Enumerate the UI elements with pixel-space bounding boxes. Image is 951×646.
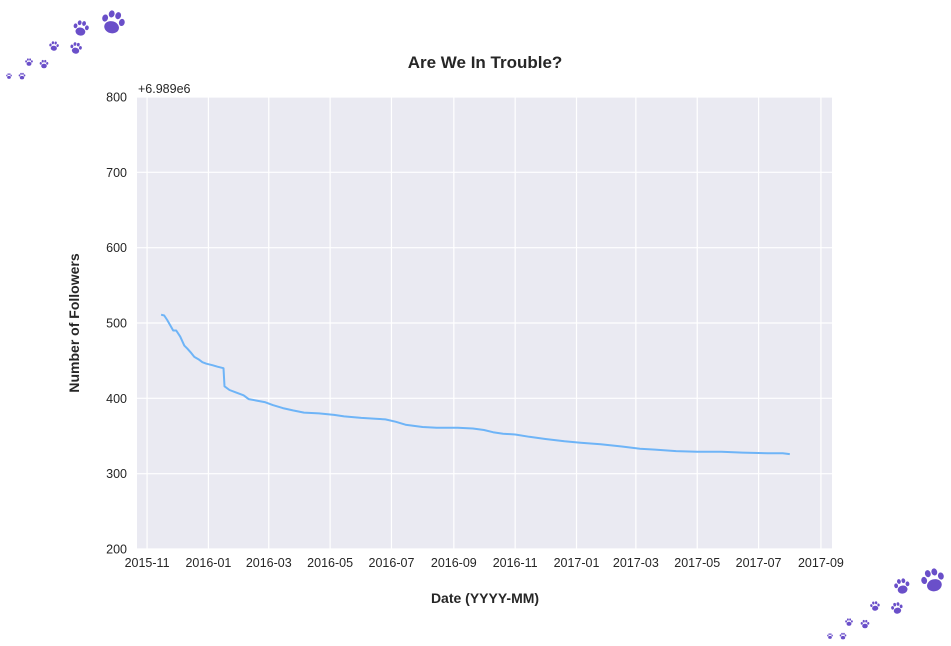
paw-icon bbox=[25, 58, 33, 66]
x-tick-label: 2016-01 bbox=[185, 556, 231, 570]
x-tick-label: 2017-05 bbox=[674, 556, 720, 570]
y-offset-label: +6.989e6 bbox=[138, 82, 191, 96]
y-axis-ticks: 200 300 400 500 600 700 800 bbox=[106, 91, 127, 557]
x-tick-label: 2017-07 bbox=[736, 556, 782, 570]
paw-icon bbox=[870, 601, 880, 611]
paw-icon bbox=[102, 10, 125, 34]
y-tick-label: 500 bbox=[106, 317, 127, 331]
x-tick-label: 2016-05 bbox=[307, 556, 353, 570]
paw-icon bbox=[839, 632, 847, 640]
y-axis-title: Number of Followers bbox=[66, 253, 82, 392]
paw-icon bbox=[73, 20, 89, 36]
paw-icon bbox=[845, 618, 853, 626]
x-axis-ticks: 2015-11 2016-01 2016-03 2016-05 2016-07 2016-… bbox=[125, 556, 844, 570]
paw-icon bbox=[921, 568, 944, 592]
paw-prints-top-left-icon bbox=[6, 10, 125, 80]
y-tick-label: 800 bbox=[106, 91, 127, 105]
x-axis-title: Date (YYYY-MM) bbox=[431, 590, 539, 606]
x-tick-label: 2015-11 bbox=[125, 556, 170, 570]
paw-icon bbox=[39, 59, 49, 69]
paw-icon bbox=[70, 42, 82, 54]
paw-icon bbox=[827, 633, 833, 639]
x-tick-label: 2016-07 bbox=[369, 556, 415, 570]
paw-icon bbox=[894, 578, 910, 594]
y-tick-label: 400 bbox=[106, 392, 127, 406]
y-tick-label: 700 bbox=[106, 166, 127, 180]
paw-icon bbox=[860, 619, 870, 629]
x-tick-label: 2016-09 bbox=[431, 556, 477, 570]
paw-icon bbox=[18, 72, 26, 80]
x-tick-label: 2016-11 bbox=[493, 556, 538, 570]
follower-count-line bbox=[160, 313, 790, 456]
paw-prints-bottom-right-icon bbox=[827, 568, 944, 640]
x-tick-label: 2017-09 bbox=[798, 556, 844, 570]
x-tick-label: 2016-03 bbox=[246, 556, 292, 570]
x-tick-label: 2017-03 bbox=[613, 556, 659, 570]
grid-lines bbox=[137, 96, 832, 550]
paw-icon bbox=[891, 602, 903, 614]
y-tick-label: 300 bbox=[106, 467, 127, 481]
paw-icon bbox=[6, 73, 12, 79]
x-tick-label: 2017-01 bbox=[554, 556, 600, 570]
y-tick-label: 600 bbox=[106, 241, 127, 255]
chart-title: Are We In Trouble? bbox=[408, 53, 563, 72]
paw-icon bbox=[49, 41, 59, 51]
y-tick-label: 200 bbox=[106, 543, 127, 557]
